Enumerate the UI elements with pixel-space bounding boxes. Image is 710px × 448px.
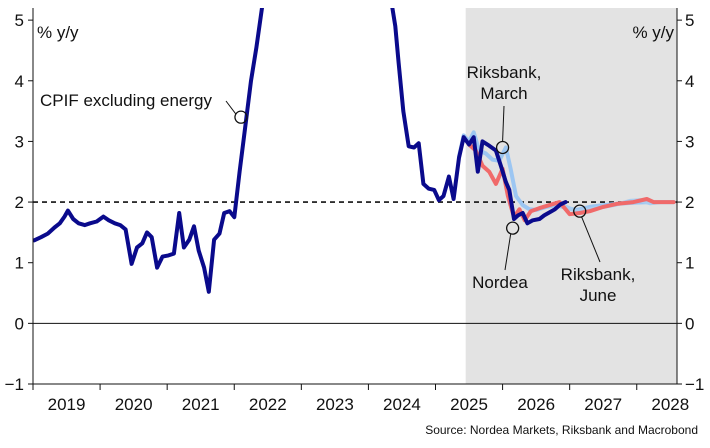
- annotation-cpif: CPIF excluding energy: [40, 91, 212, 110]
- annotation-marker: [573, 204, 587, 218]
- x-tick-label: 2026: [517, 395, 555, 414]
- series-line-cpif-excluding-energy: [33, 8, 568, 294]
- y-tick-label-left: 3: [15, 132, 24, 151]
- y-tick-label-left: 1: [15, 254, 24, 273]
- x-tick-label: 2020: [115, 395, 153, 414]
- units-label-left: % y/y: [37, 23, 79, 42]
- y-tick-label-left: 4: [15, 72, 24, 91]
- y-tick-label-right: 2: [685, 193, 694, 212]
- y-tick-label-left: 2: [15, 193, 24, 212]
- annotation-riksbank-june: Riksbank,: [561, 265, 636, 284]
- x-tick-label: 2021: [182, 395, 220, 414]
- annotation-marker: [505, 221, 520, 235]
- annotation-marker: [495, 140, 510, 155]
- annotation-marker: [234, 110, 248, 124]
- x-ticks: 2019 2020 2021 2022 2023 2024 2025 2026 2027 2028: [32, 384, 689, 414]
- y-ticks-right: 5 4 3 2 1 0 −1: [677, 11, 704, 394]
- annotation-leader: [502, 105, 505, 142]
- y-ticks-left: 5 4 3 2 1 0 −1: [5, 11, 33, 394]
- series-line-nordea: [467, 142, 676, 223]
- x-tick-label: 2027: [584, 395, 622, 414]
- y-tick-label-right: 0: [685, 314, 694, 333]
- x-tick-label: 2023: [316, 395, 354, 414]
- annotation-riksbank-march: March: [480, 84, 527, 103]
- annotation-leader: [225, 100, 237, 115]
- series-group: [33, 8, 676, 294]
- source-note: Source: Nordea Markets, Riksbank and Mac…: [425, 423, 698, 437]
- y-tick-label-right: 3: [685, 132, 694, 151]
- forecast-shading: [465, 8, 677, 384]
- y-tick-label-right: 5: [685, 11, 694, 30]
- annotation-nordea: Nordea: [472, 273, 528, 292]
- annotation-riksbank-june: June: [580, 286, 617, 305]
- y-tick-label-left: −1: [5, 375, 24, 394]
- units-label-right: % y/y: [632, 23, 674, 42]
- y-tick-label-right: −1: [685, 375, 704, 394]
- y-tick-label-right: 4: [685, 72, 694, 91]
- x-tick-label: 2028: [651, 395, 689, 414]
- annotation-leader: [504, 234, 512, 271]
- x-tick-label: 2022: [249, 395, 287, 414]
- y-tick-label-right: 1: [685, 254, 694, 273]
- y-tick-label-left: 0: [15, 314, 24, 333]
- x-tick-label: 2025: [450, 395, 488, 414]
- x-tick-label: 2019: [48, 395, 86, 414]
- annotation-leader: [581, 216, 601, 263]
- y-tick-label-left: 5: [15, 11, 24, 30]
- annotation-riksbank-march: Riksbank,: [467, 63, 542, 82]
- x-tick-label: 2024: [383, 395, 421, 414]
- annotations: CPIF excluding energy Riksbank, March Norde…: [40, 63, 635, 305]
